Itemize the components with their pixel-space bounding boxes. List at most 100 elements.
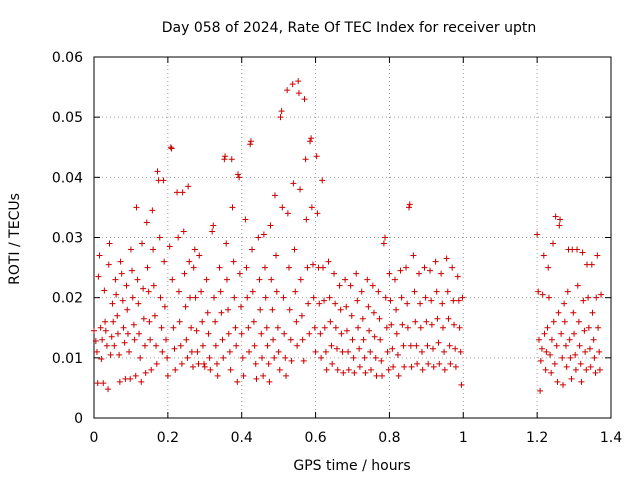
data-point (537, 357, 544, 364)
data-point (295, 90, 302, 97)
data-point (147, 336, 154, 343)
data-point (289, 81, 296, 88)
data-point (452, 363, 459, 370)
data-point (379, 372, 386, 379)
data-point (354, 297, 361, 304)
data-point (261, 264, 268, 271)
data-point (370, 309, 377, 316)
data-point (271, 354, 278, 361)
data-point (591, 354, 598, 361)
data-point (262, 294, 269, 301)
data-point (567, 354, 574, 361)
data-point (150, 246, 157, 253)
data-point (236, 270, 243, 277)
data-point (91, 327, 97, 334)
data-point (174, 189, 181, 196)
data-point (177, 342, 184, 349)
data-point (182, 303, 189, 310)
data-point (242, 216, 249, 223)
data-point (211, 294, 218, 301)
data-point (367, 348, 374, 355)
data-point (386, 270, 393, 277)
data-point (534, 231, 541, 238)
data-point (297, 186, 304, 193)
data-point (359, 315, 366, 322)
data-point (179, 189, 186, 196)
data-point (556, 222, 563, 229)
data-point (306, 330, 313, 337)
data-point (138, 378, 145, 385)
data-point (566, 336, 573, 343)
data-point (343, 303, 350, 310)
data-point (92, 337, 99, 344)
data-point (183, 336, 190, 343)
data-point (586, 345, 593, 352)
data-point (212, 342, 219, 349)
data-point (423, 318, 430, 325)
y-tick-label: 0 (74, 411, 83, 427)
data-point (598, 291, 605, 298)
data-point (585, 324, 592, 331)
data-point (425, 360, 432, 367)
data-point (170, 324, 177, 331)
data-point (141, 342, 148, 349)
data-point (298, 312, 305, 319)
data-point (188, 348, 195, 355)
y-axis-label: ROTI / TECUs (7, 193, 23, 285)
data-point (559, 381, 566, 388)
data-point (555, 309, 562, 316)
data-point (424, 342, 431, 349)
data-point (311, 324, 318, 331)
data-point (551, 360, 558, 367)
data-point (115, 330, 122, 337)
data-point (219, 336, 226, 343)
data-point (319, 177, 326, 184)
data-point (369, 282, 376, 289)
data-point (419, 366, 426, 373)
data-point (195, 360, 202, 367)
data-point (180, 228, 187, 235)
data-point (252, 360, 259, 367)
data-point (240, 372, 247, 379)
data-point (232, 324, 239, 331)
data-point (332, 324, 339, 331)
data-point (535, 288, 542, 295)
data-point (98, 356, 105, 363)
data-point (356, 363, 363, 370)
data-point (326, 294, 333, 301)
data-point (366, 327, 373, 334)
data-point (348, 312, 355, 319)
data-point (428, 321, 435, 328)
data-point (260, 372, 267, 379)
data-point (575, 318, 582, 325)
data-point (446, 342, 453, 349)
data-point (274, 324, 281, 331)
data-point (102, 318, 109, 325)
data-point (190, 264, 197, 271)
data-point (562, 342, 569, 349)
data-point (151, 312, 158, 319)
data-point (325, 258, 332, 265)
data-point (388, 321, 395, 328)
data-point (309, 261, 316, 268)
data-point (538, 345, 545, 352)
data-point (427, 267, 434, 274)
data-point (218, 309, 225, 316)
data-point (401, 363, 408, 370)
data-point (362, 369, 369, 376)
data-point (256, 276, 263, 283)
data-point (351, 369, 358, 376)
data-point (434, 315, 441, 322)
data-point (438, 270, 445, 277)
data-point (299, 336, 306, 343)
data-point (142, 369, 149, 376)
data-point (404, 324, 411, 331)
data-point (99, 336, 106, 343)
data-point (264, 342, 271, 349)
data-point (126, 348, 133, 355)
data-point (121, 339, 128, 346)
data-point (300, 357, 307, 364)
data-point (583, 366, 590, 373)
data-point (276, 366, 283, 373)
data-point (353, 270, 360, 277)
